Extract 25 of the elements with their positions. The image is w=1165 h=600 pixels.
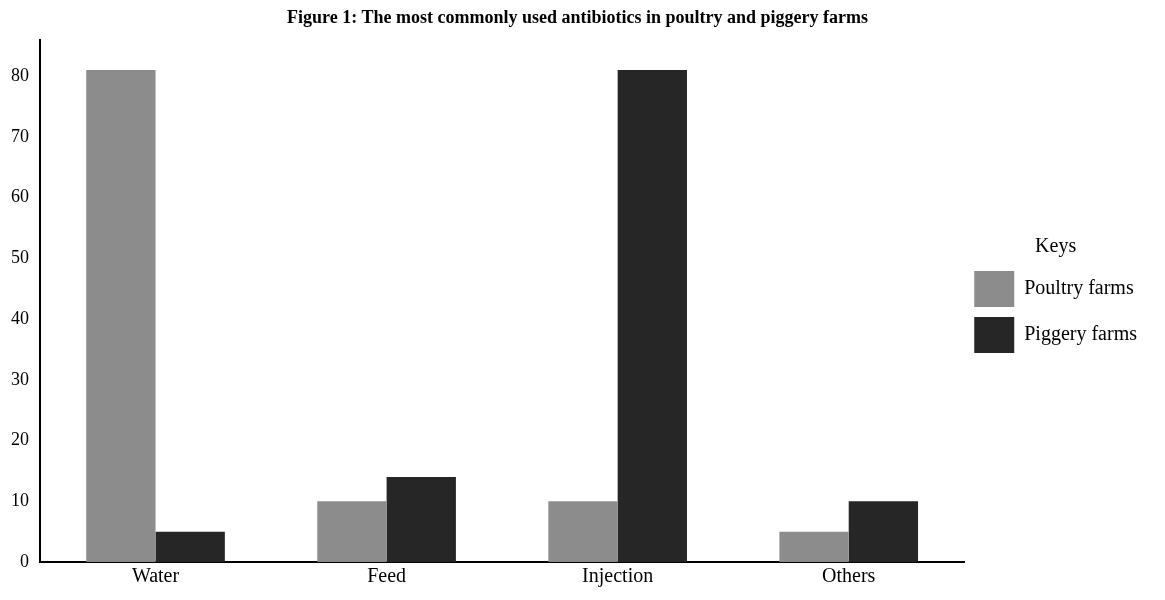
bar — [155, 531, 225, 562]
y-tick-label: 60 — [11, 186, 29, 207]
x-tick-label: Injection — [582, 564, 654, 588]
y-tick-label: 80 — [11, 64, 29, 85]
y-tick-label: 10 — [11, 489, 29, 510]
y-tick-label: 40 — [11, 307, 29, 328]
legend-title: Keys — [1035, 234, 1077, 258]
legend-label: Poultry farms — [1024, 276, 1134, 300]
y-tick-label: 20 — [11, 429, 29, 450]
legend-label: Piggery farms — [1024, 322, 1138, 346]
bar — [317, 501, 387, 562]
bar — [86, 69, 156, 562]
bar — [848, 501, 919, 562]
y-tick-label: 50 — [11, 247, 29, 268]
y-tick-label: 30 — [11, 368, 29, 389]
bar — [386, 476, 456, 562]
bar — [617, 69, 687, 562]
x-tick-label: Others — [822, 564, 876, 587]
bar — [548, 501, 618, 562]
bar — [779, 531, 849, 562]
chart-title: Figure 1: The most commonly used antibiotics in poultry and piggery farms — [287, 7, 868, 28]
x-tick-label: Feed — [367, 564, 407, 587]
x-tick-label: Water — [131, 564, 180, 587]
y-tick-label: 0 — [20, 550, 29, 571]
y-tick-label: 70 — [11, 125, 29, 146]
